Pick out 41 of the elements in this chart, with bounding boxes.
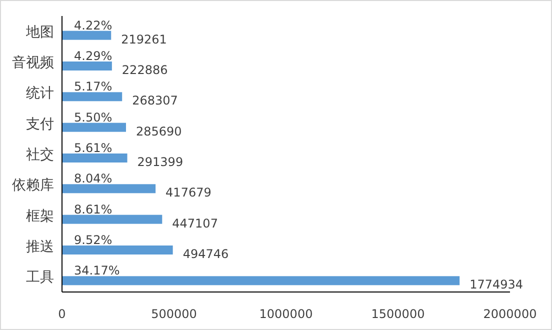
- annotation: 5.50%: [74, 110, 112, 124]
- bar: [62, 276, 460, 286]
- y-tick-label: 推送: [26, 239, 54, 255]
- data-label: 494746: [182, 247, 229, 261]
- y-tick-label: 依赖库: [12, 178, 54, 194]
- annotation: 34.17%: [74, 264, 120, 278]
- x-tick-label: 0: [58, 307, 66, 321]
- x-tick-label: 1500000: [371, 307, 425, 321]
- y-tick-label: 框架: [26, 208, 54, 224]
- x-tick-label: 500000: [151, 307, 197, 321]
- bar: [62, 92, 122, 102]
- data-label: 219261: [121, 32, 167, 46]
- bar: [62, 214, 162, 224]
- annotation: 5.61%: [74, 141, 112, 155]
- data-label: 447107: [172, 216, 218, 230]
- y-tick-label: 音视频: [12, 55, 54, 71]
- y-tick-label: 社交: [26, 147, 54, 163]
- data-label: 285690: [136, 124, 182, 138]
- data-label: 417679: [166, 186, 212, 200]
- y-tick-label: 支付: [26, 116, 54, 132]
- annotation: 8.04%: [74, 172, 112, 186]
- bar: [62, 62, 112, 70]
- bar: [62, 184, 156, 194]
- y-tick-label: 工具: [26, 270, 54, 286]
- bar: [62, 154, 128, 162]
- annotation: 5.17%: [74, 80, 112, 94]
- annotation: 4.29%: [74, 49, 112, 63]
- annotation: 8.61%: [74, 202, 112, 216]
- bar: [62, 246, 173, 254]
- bar: [62, 122, 126, 132]
- y-tick-label: 地图: [25, 24, 54, 40]
- x-tick-label: 1000000: [259, 307, 313, 321]
- data-label: 222886: [122, 63, 168, 77]
- y-tick-label: 统计: [26, 86, 54, 102]
- data-label: 268307: [132, 94, 178, 108]
- data-label: 291399: [137, 155, 184, 169]
- annotation: 9.52%: [74, 233, 112, 247]
- bar: [62, 30, 112, 40]
- data-label: 1774934: [470, 278, 524, 292]
- annotation: 4.22%: [74, 18, 112, 32]
- x-tick-label: 2000000: [483, 307, 537, 321]
